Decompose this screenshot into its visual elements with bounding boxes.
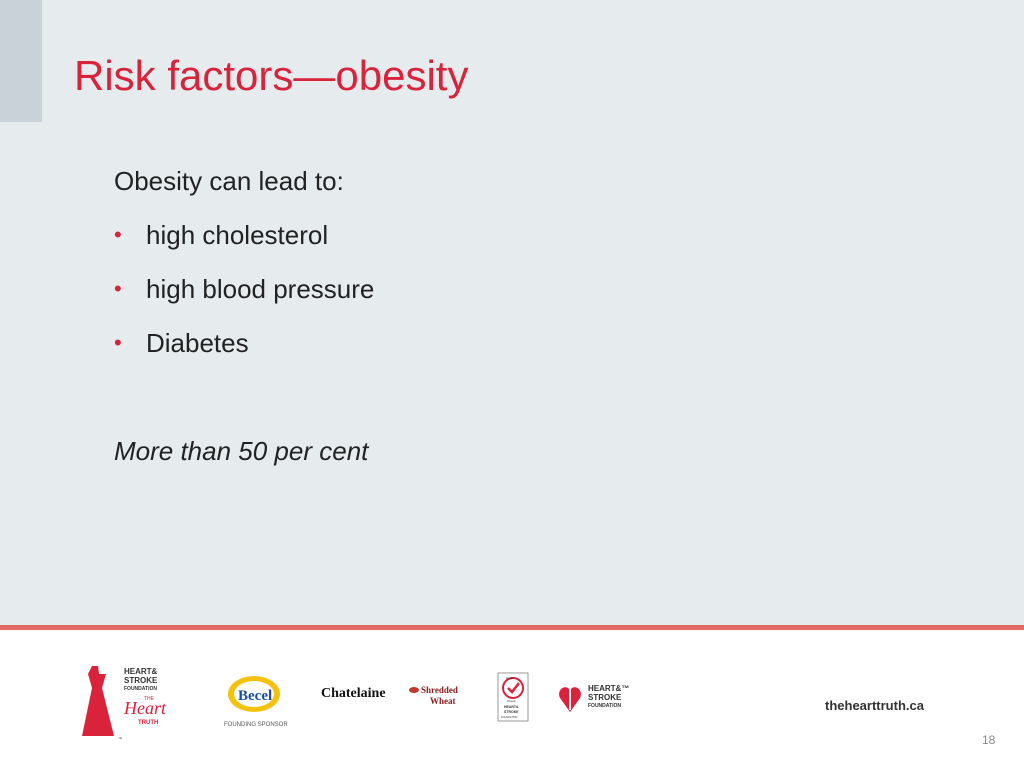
logo-text: STROKE xyxy=(504,710,519,714)
slide-content: Obesity can lead to: • high cholesterol •… xyxy=(114,162,374,470)
logo-text: THE xyxy=(144,696,155,702)
page-number: 18 xyxy=(982,733,996,747)
logo-text: STROKE xyxy=(588,693,622,702)
intro-text: Obesity can lead to: xyxy=(114,166,344,196)
logo-text: HEART& xyxy=(504,705,519,709)
bullet-item: • high cholesterol xyxy=(114,216,374,270)
bullet-text: high blood pressure xyxy=(146,274,375,304)
bullet-icon: • xyxy=(114,222,122,247)
red-dress-icon xyxy=(82,666,114,736)
logo-text: Check xyxy=(507,699,516,703)
bullet-list: • high cholesterol • high blood pressure •… xyxy=(114,216,374,378)
bullet-icon: • xyxy=(114,276,122,301)
bullet-text: Diabetes xyxy=(146,328,249,358)
heart-and-stroke-logo: HEART&™ STROKE FOUNDATION xyxy=(559,684,629,712)
bullet-item: • Diabetes xyxy=(114,324,374,378)
bullet-icon: • xyxy=(114,330,122,355)
logo-text: Shredded xyxy=(421,685,458,695)
website-link[interactable]: thehearttruth.ca xyxy=(825,698,924,713)
logo-text: ™ xyxy=(118,736,122,741)
bullet-text: high cholesterol xyxy=(146,220,329,250)
chatelaine-logo: Chatelaine xyxy=(321,686,386,701)
logo-text: Wheat xyxy=(430,696,456,706)
logo-caption: FOUNDING SPONSOR xyxy=(224,722,288,728)
logo-text: FOUNDATION xyxy=(501,716,518,719)
statistic-note: More than 50 per cent xyxy=(114,436,369,466)
bullet-item: • high blood pressure xyxy=(114,270,374,324)
checkmark-icon xyxy=(507,682,520,694)
logo-text: HEART&™ xyxy=(588,684,629,693)
corner-accent-bar xyxy=(0,0,42,122)
logo-text: STROKE xyxy=(124,676,158,685)
footer-divider xyxy=(0,625,1024,630)
sponsor-footer: HEART& STROKE FOUNDATION THE Heart TRUTH… xyxy=(0,630,1024,768)
logo-text: Health xyxy=(506,676,515,680)
logo-text: Heart xyxy=(123,698,167,718)
logo-text: FOUNDATION xyxy=(124,686,157,692)
shredded-wheat-logo: Shredded Wheat xyxy=(409,685,458,706)
slide-title: Risk factors—obesity xyxy=(74,52,469,99)
logo-text: TRUTH xyxy=(138,720,158,726)
logo-text: Becel xyxy=(238,688,272,704)
logo-text: FOUNDATION xyxy=(588,703,621,709)
becel-logo: Becel FOUNDING SPONSOR xyxy=(224,676,288,728)
health-check-logo: Health Check HEART& STROKE FOUNDATION xyxy=(497,672,529,722)
heart-truth-logo: HEART& STROKE FOUNDATION THE Heart TRUTH… xyxy=(82,666,167,741)
logo-text: HEART& xyxy=(124,667,158,676)
